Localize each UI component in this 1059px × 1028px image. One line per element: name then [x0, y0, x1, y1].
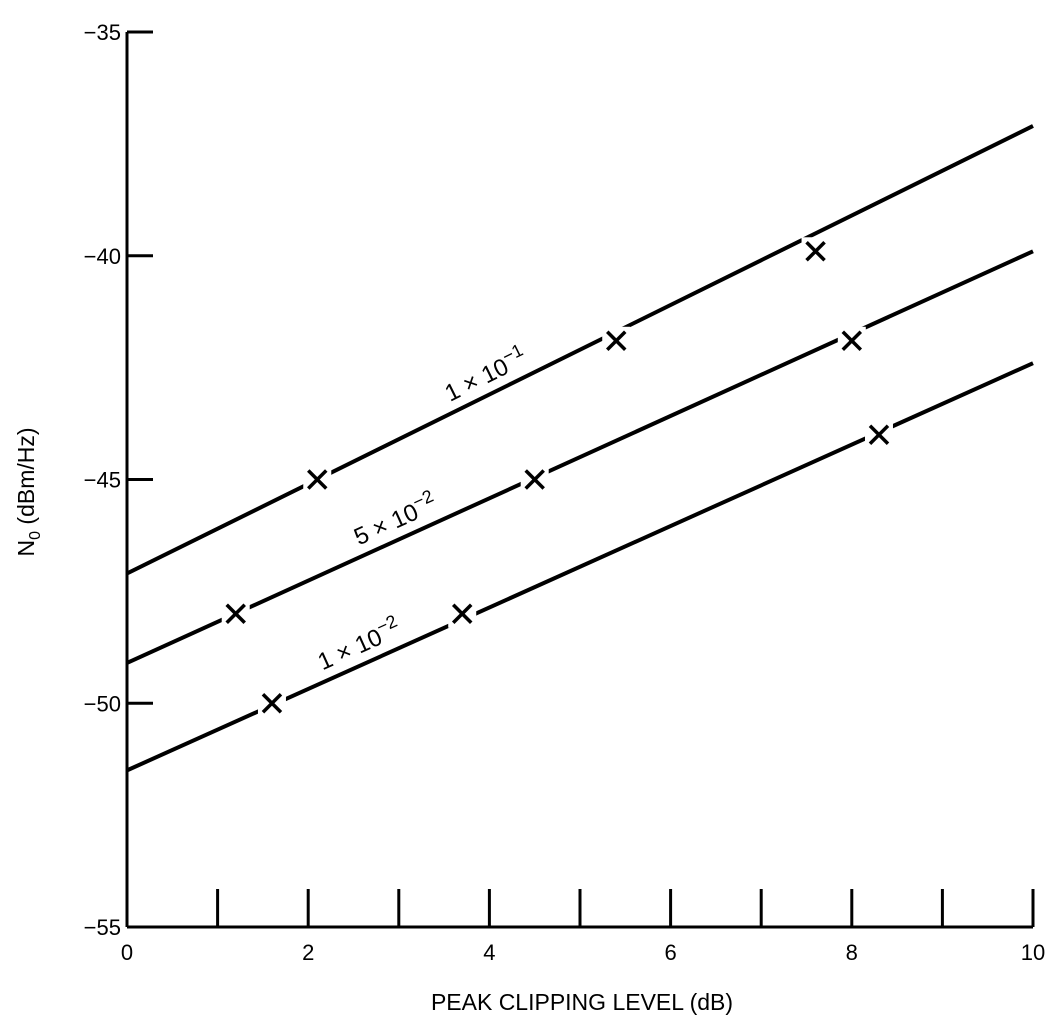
x-tick-label: 10 [1021, 940, 1045, 965]
data-point-stroke [868, 424, 890, 445]
series-3: 1 × 10−2 [126, 361, 1034, 773]
data-point-stroke [606, 330, 627, 352]
x-axis-title: PEAK CLIPPING LEVEL (dB) [431, 989, 733, 1015]
data-point [837, 326, 866, 355]
x-tick-label: 6 [664, 940, 676, 965]
series-2: 5 × 10−2 [126, 249, 1034, 665]
axes: −35 −40 −45 −50 −550 2 4 6 8 10 [84, 20, 1046, 965]
series-1: 1 × 10−1 [126, 124, 1034, 576]
y-axis-title-main: N [13, 540, 39, 557]
data-point [303, 465, 332, 494]
series-group: 1 × 10−15 × 10−21 × 10−2 [126, 124, 1034, 773]
y-tick-label: −50 [84, 691, 121, 716]
data-point-stroke [307, 469, 328, 490]
data-point [801, 237, 830, 266]
y-tick-label: −45 [84, 468, 121, 493]
data-point [448, 599, 477, 628]
series-line [126, 249, 1034, 665]
x-tick-label: 2 [302, 940, 314, 965]
data-point [864, 420, 893, 449]
data-point-stroke [841, 330, 863, 352]
y-axis-title-subscript: 0 [27, 531, 44, 540]
data-point [221, 599, 250, 628]
data-point-stroke [805, 241, 826, 262]
data-point-stroke [451, 603, 473, 624]
data-point-stroke [524, 469, 545, 490]
y-tick-label: −35 [84, 20, 121, 45]
series-line [126, 124, 1034, 576]
data-point [257, 689, 286, 718]
x-tick-label: 8 [846, 940, 858, 965]
data-point-stroke [225, 603, 246, 624]
data-point-stroke [261, 693, 283, 714]
y-tick-label: −40 [84, 244, 121, 269]
x-tick-label: 0 [121, 940, 133, 965]
y-tick-label: −55 [84, 915, 121, 940]
data-point [520, 465, 549, 494]
data-point [602, 326, 631, 355]
y-axis-title-unit: (dBm/Hz) [13, 427, 39, 531]
x-tick-label: 4 [483, 940, 495, 965]
y-axis-title: N0 (dBm/Hz) [13, 427, 44, 556]
